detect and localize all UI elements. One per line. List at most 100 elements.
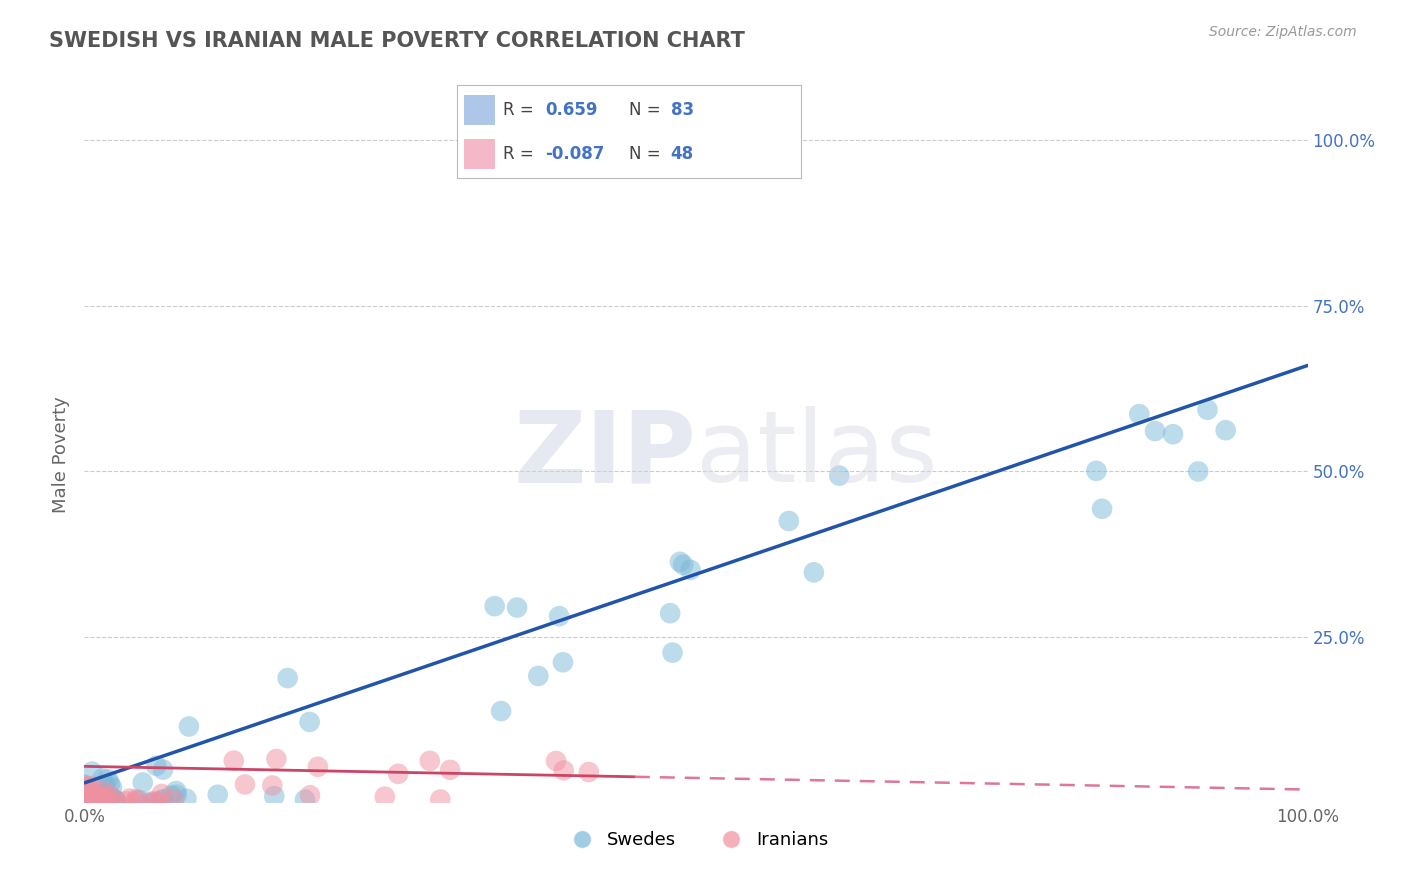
Text: 0.659: 0.659 — [544, 101, 598, 119]
Point — [419, 754, 441, 768]
Point — [73, 796, 96, 810]
Point — [489, 704, 512, 718]
Point — [1091, 501, 1114, 516]
Point — [207, 788, 229, 802]
Legend: Swedes, Iranians: Swedes, Iranians — [557, 824, 835, 856]
Point — [76, 794, 98, 808]
Text: atlas: atlas — [696, 407, 938, 503]
Point — [222, 754, 245, 768]
Point — [89, 788, 111, 802]
Point — [233, 777, 256, 791]
Point — [75, 794, 97, 808]
Point — [82, 794, 104, 808]
Point — [77, 795, 100, 809]
Point — [429, 792, 451, 806]
Point — [82, 789, 104, 803]
Point — [163, 792, 186, 806]
Point — [77, 781, 100, 796]
Point — [75, 795, 97, 809]
Point — [77, 793, 100, 807]
Point — [73, 778, 96, 792]
Point — [1197, 402, 1219, 417]
Point — [73, 794, 96, 808]
Point — [484, 599, 506, 614]
Point — [104, 793, 127, 807]
Point — [578, 765, 600, 780]
Point — [73, 791, 96, 805]
Point — [132, 775, 155, 789]
Text: ZIP: ZIP — [513, 407, 696, 503]
Point — [125, 792, 148, 806]
Point — [89, 789, 111, 804]
Point — [87, 789, 110, 804]
Point — [1215, 423, 1237, 437]
Point — [266, 752, 288, 766]
Point — [527, 669, 550, 683]
Point — [166, 788, 188, 802]
Point — [94, 792, 117, 806]
Point — [298, 789, 321, 803]
Point — [165, 784, 187, 798]
Point — [98, 776, 121, 790]
Point — [669, 555, 692, 569]
Bar — [464, 139, 495, 169]
Point — [75, 796, 97, 810]
Point — [115, 794, 138, 808]
Point — [298, 714, 321, 729]
Point — [659, 606, 682, 620]
Point — [661, 646, 683, 660]
Point — [145, 758, 167, 772]
Point — [553, 764, 575, 778]
Point — [76, 788, 98, 802]
Point — [177, 719, 200, 733]
Point — [548, 609, 571, 624]
Point — [96, 793, 118, 807]
Text: N =: N = — [630, 145, 661, 163]
Point — [91, 772, 114, 786]
Point — [294, 792, 316, 806]
Point — [86, 791, 108, 805]
Point — [104, 795, 127, 809]
Point — [91, 789, 114, 804]
Point — [97, 793, 120, 807]
Point — [86, 792, 108, 806]
Text: R =: R = — [503, 101, 534, 119]
Point — [143, 795, 166, 809]
Point — [76, 783, 98, 797]
Point — [75, 796, 97, 810]
Point — [84, 794, 107, 808]
Point — [83, 792, 105, 806]
Point — [77, 793, 100, 807]
Text: N =: N = — [630, 101, 661, 119]
Point — [544, 754, 567, 768]
Point — [1187, 465, 1209, 479]
Point — [86, 796, 108, 810]
Point — [82, 795, 104, 809]
Text: 83: 83 — [671, 101, 693, 119]
Point — [80, 779, 103, 793]
Point — [77, 791, 100, 805]
Point — [73, 787, 96, 801]
Point — [150, 787, 173, 801]
Point — [1143, 424, 1166, 438]
Point — [136, 796, 159, 810]
Point — [803, 566, 825, 580]
Point — [73, 790, 96, 805]
Point — [91, 796, 114, 810]
Point — [105, 795, 128, 809]
Point — [118, 791, 141, 805]
Point — [374, 789, 396, 804]
Point — [679, 563, 702, 577]
Point — [90, 793, 112, 807]
Point — [141, 796, 163, 810]
Point — [79, 793, 101, 807]
Text: Source: ZipAtlas.com: Source: ZipAtlas.com — [1209, 25, 1357, 39]
Point — [506, 600, 529, 615]
Point — [104, 794, 127, 808]
Point — [387, 767, 409, 781]
Y-axis label: Male Poverty: Male Poverty — [52, 397, 70, 513]
Point — [262, 779, 284, 793]
Point — [77, 781, 100, 796]
Point — [75, 792, 97, 806]
Point — [277, 671, 299, 685]
